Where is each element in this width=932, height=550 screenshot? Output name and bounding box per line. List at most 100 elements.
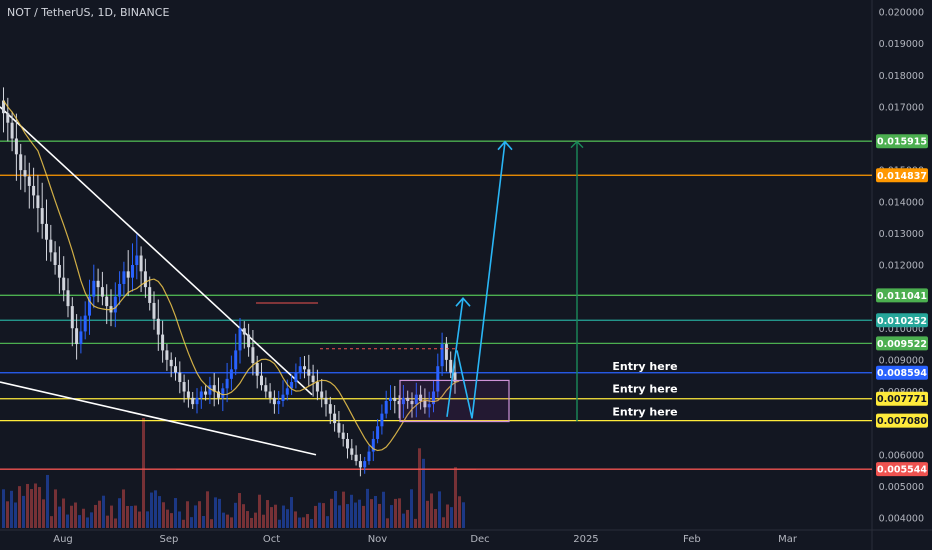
candle-body: [66, 290, 70, 307]
volume-bar: [10, 490, 13, 528]
volume-bar: [454, 467, 457, 528]
volume-bar: [34, 483, 37, 528]
price-tick-label: 0.018000: [879, 71, 924, 82]
chart-title: NOT / TetherUS, 1D, BINANCE: [7, 6, 170, 19]
volume-bar: [406, 509, 409, 528]
volume-bar: [462, 502, 465, 528]
volume-bar: [366, 488, 369, 528]
candle-body: [139, 255, 143, 272]
price-level-label: 0.008594: [877, 368, 927, 379]
candle-body: [217, 391, 220, 398]
volume-bar: [66, 514, 69, 528]
price-tick-label: 0.014000: [879, 197, 924, 208]
candle-body: [350, 448, 354, 455]
candle-body: [307, 369, 311, 376]
volume-bar: [458, 496, 461, 528]
volume-bar: [374, 495, 377, 528]
candle-body: [165, 350, 169, 360]
volume-bar: [278, 519, 281, 528]
volume-bar: [354, 502, 357, 528]
candle-body: [83, 315, 87, 332]
candle-body: [19, 154, 23, 171]
volume-bar: [62, 498, 65, 528]
candle-body: [444, 344, 448, 360]
volume-bar: [82, 508, 85, 528]
price-tick-label: 0.019000: [879, 39, 924, 50]
candle-body: [113, 296, 117, 313]
price-level-label: 0.015915: [877, 137, 927, 148]
volume-bar: [154, 490, 157, 528]
volume-bar: [358, 499, 361, 528]
volume-bar: [26, 483, 29, 528]
candle-body: [96, 280, 100, 288]
volume-bar: [242, 504, 245, 528]
candle-body: [315, 382, 319, 392]
volume-bar: [274, 504, 277, 528]
volume-bar: [450, 507, 453, 528]
trendline-lower: [0, 381, 317, 456]
volume-bar: [58, 506, 61, 528]
volume-bar: [134, 505, 137, 528]
price-level-label: 0.014837: [877, 171, 927, 182]
candle-body: [328, 404, 332, 414]
volume-bar: [446, 504, 449, 528]
volume-bar: [418, 448, 421, 528]
price-level-badge: [876, 288, 928, 303]
candle-body: [169, 359, 173, 367]
candle-body: [199, 391, 203, 398]
price-tick-label: 0.006000: [879, 450, 924, 461]
volume-bar: [414, 518, 417, 528]
volume-bar: [2, 489, 5, 528]
candle-body: [195, 397, 199, 405]
price-level-label: 0.005544: [877, 465, 927, 476]
candle-body: [440, 344, 444, 367]
volume-bar: [282, 505, 285, 528]
price-tick-label: 0.005000: [879, 482, 924, 493]
candle-body: [380, 413, 384, 427]
volume-bar: [206, 491, 209, 528]
volume-bar: [322, 503, 325, 528]
candle-body: [79, 331, 83, 345]
volume-bar: [86, 517, 89, 528]
moving-average-line: [3, 100, 460, 452]
volume-bar: [254, 512, 257, 528]
candle-body: [419, 394, 423, 401]
volume-bar: [350, 494, 353, 528]
candle-body: [14, 138, 18, 155]
candle-body: [401, 397, 405, 405]
candle-body: [324, 397, 328, 405]
price-tick-label: 0.010000: [879, 324, 924, 335]
volume-bar: [382, 491, 385, 528]
candle-body: [100, 287, 104, 297]
candle-body: [182, 382, 186, 392]
candle-body: [148, 287, 152, 303]
volume-bar: [326, 516, 329, 528]
candle-body: [311, 375, 315, 383]
volume-bar: [230, 517, 233, 528]
price-level-badge: [876, 134, 928, 149]
volume-bar: [102, 495, 105, 528]
candle-body: [36, 195, 40, 209]
candle-body: [358, 461, 362, 468]
volume-bar: [186, 501, 189, 528]
volume-bar: [226, 514, 229, 528]
candle-body: [53, 252, 57, 265]
candle-body: [131, 265, 134, 278]
candle-body: [264, 385, 268, 392]
price-level-badge: [876, 168, 928, 183]
volume-bar: [114, 518, 117, 528]
consolidation-box: [399, 379, 510, 423]
price-tick-label: 0.009000: [879, 355, 924, 366]
candle-body: [277, 400, 281, 405]
volume-bar: [166, 509, 169, 528]
candle-body: [393, 397, 397, 401]
time-tick-label: 2025: [573, 534, 598, 545]
candle-body: [40, 208, 44, 224]
candle-body: [204, 391, 208, 395]
candle-body: [75, 328, 79, 345]
candle-body: [285, 388, 289, 395]
volume-bar: [98, 500, 101, 528]
candle-body: [234, 350, 238, 370]
volume-bar: [18, 486, 21, 528]
